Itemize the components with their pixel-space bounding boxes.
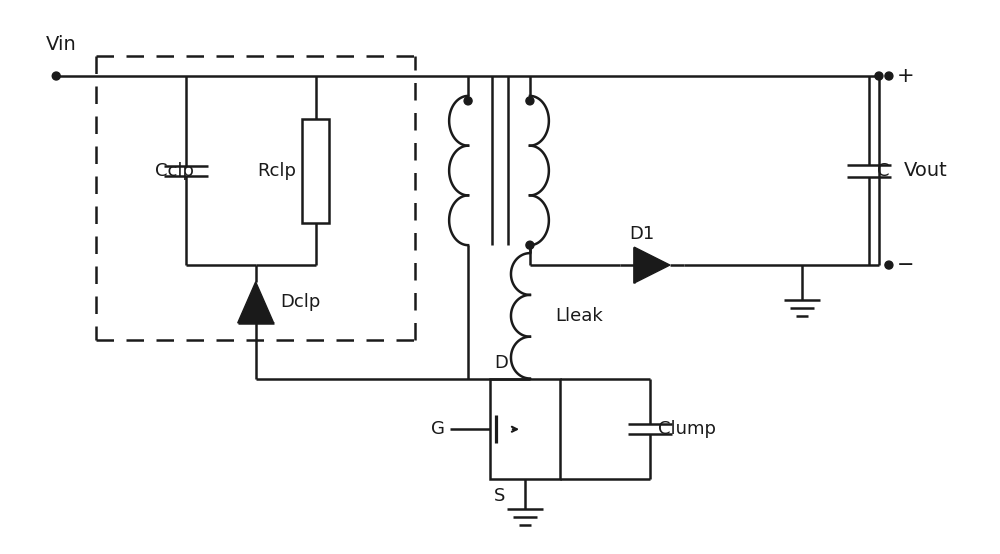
Polygon shape	[238, 282, 274, 323]
Text: Cclp: Cclp	[155, 162, 194, 179]
Text: Lleak: Lleak	[555, 307, 603, 325]
Text: −: −	[897, 255, 914, 275]
Text: Dclp: Dclp	[281, 294, 321, 311]
Circle shape	[464, 97, 472, 105]
Text: C: C	[877, 162, 889, 179]
Circle shape	[885, 261, 893, 269]
Bar	[302, 119, 329, 223]
Text: Clump: Clump	[658, 420, 716, 438]
Polygon shape	[634, 247, 670, 283]
Text: G: G	[431, 420, 445, 438]
Circle shape	[526, 241, 534, 249]
Circle shape	[885, 72, 893, 80]
Circle shape	[526, 97, 534, 105]
Circle shape	[875, 72, 883, 80]
Circle shape	[52, 72, 60, 80]
Bar	[490, 379, 560, 479]
Text: +: +	[897, 66, 915, 86]
Text: D: D	[494, 353, 508, 372]
Text: Vin: Vin	[46, 35, 77, 54]
Text: S: S	[494, 487, 505, 505]
Text: Vout: Vout	[904, 161, 948, 180]
Text: D1: D1	[629, 225, 655, 243]
Text: Rclp: Rclp	[258, 162, 297, 179]
